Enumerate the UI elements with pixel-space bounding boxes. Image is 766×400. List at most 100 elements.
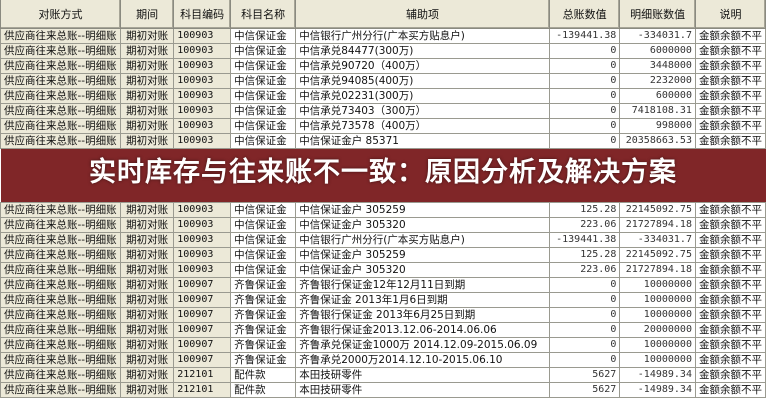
cell-auxiliary-item: 中信承兑94085(400万) [295,73,550,89]
cell-period: 期初对账 [119,337,175,353]
cell-detail-value: -14989.34 [619,367,696,383]
column-header-account-name[interactable]: 科目名称 [230,0,297,29]
cell-auxiliary-item: 齐鲁银行保证金 2013年6月25日到期 [295,307,550,323]
table-row[interactable]: 供应商往来总账--明细账 期初对账 100903 中信保证金 中信保证金户 85371 0… [0,133,766,149]
table-row[interactable]: 供应商往来总账--明细账 期初对账 100903 中信保证金 中信银行广州分行(广本买方… [0,28,766,44]
cell-detail-value: 20358663.53 [619,133,696,149]
column-header-ledger-value[interactable]: 总账数值 [548,0,621,29]
column-header-period[interactable]: 期间 [119,0,175,29]
cell-ledger-value: -139441.38 [548,232,621,248]
cell-auxiliary-item: 齐鲁保证金 2013年1月6日到期 [295,292,550,308]
cell-account-code: 100903 [173,232,232,248]
table-row[interactable]: 供应商往来总账--明细账 期初对账 100903 中信保证金 中信银行广州分行(广本买方… [0,232,766,248]
cell-account-name: 齐鲁保证金 [230,277,297,293]
table-row[interactable]: 供应商往来总账--明细账 期初对账 100907 齐鲁保证金 齐鲁承兑保证金1000万 … [0,337,766,353]
cell-account-code: 100903 [173,217,232,233]
table-row[interactable]: 供应商往来总账--明细账 期初对账 100903 中信保证金 中信保证金户 305259… [0,202,766,218]
cell-account-name: 中信保证金 [230,28,297,44]
cell-account-name: 齐鲁保证金 [230,352,297,368]
cell-reconcile-method: 供应商往来总账--明细账 [0,73,121,89]
table-row[interactable]: 供应商往来总账--明细账 期初对账 212101 配件款 本田技研零件 5627 -1498… [0,367,766,383]
column-header-reconcile-method[interactable]: 对账方式 [0,0,121,29]
cell-detail-value: -14989.34 [619,382,696,398]
cell-account-name: 中信保证金 [230,217,297,233]
table-row[interactable]: 供应商往来总账--明细账 期初对账 100907 齐鲁保证金 齐鲁承兑2000万2014… [0,352,766,368]
cell-period: 期初对账 [119,232,175,248]
cell-account-code: 100903 [173,262,232,278]
cell-remark: 金额余额不平 [694,73,766,89]
table-row[interactable]: 供应商往来总账--明细账 期初对账 100903 中信保证金 中信承兑90720（400… [0,58,766,74]
cell-auxiliary-item: 中信保证金户 305320 [295,262,550,278]
cell-account-name: 中信保证金 [230,202,297,218]
table-row[interactable]: 供应商往来总账--明细账 期初对账 100903 中信保证金 中信承兑84477(300… [0,43,766,59]
cell-period: 期初对账 [119,262,175,278]
cell-reconcile-method: 供应商往来总账--明细账 [0,262,121,278]
cell-remark: 金额余额不平 [694,277,766,293]
cell-account-name: 中信保证金 [230,133,297,149]
cell-detail-value: -334031.7 [619,28,696,44]
table-row[interactable]: 供应商往来总账--明细账 期初对账 100903 中信保证金 中信保证金户 305320… [0,262,766,278]
cell-auxiliary-item: 本田技研零件 [295,367,550,383]
cell-period: 期初对账 [119,43,175,59]
banner-title: 实时库存与往来账不一致：原因分析及解决方案 [89,157,677,188]
cell-account-name: 配件款 [230,382,297,398]
column-header-detail-value[interactable]: 明细账数值 [619,0,696,29]
cell-auxiliary-item: 中信承兑73403（300万） [295,103,550,119]
table-row[interactable]: 供应商往来总账--明细账 期初对账 100903 中信保证金 中信保证金户 305259… [0,247,766,263]
cell-detail-value: 6000000 [619,43,696,59]
cell-period: 期初对账 [119,28,175,44]
cell-account-code: 100907 [173,292,232,308]
column-header-remark[interactable]: 说明 [694,0,766,29]
cell-reconcile-method: 供应商往来总账--明细账 [0,247,121,263]
cell-account-name: 中信保证金 [230,73,297,89]
cell-account-code: 100907 [173,352,232,368]
cell-period: 期初对账 [119,307,175,323]
table-row[interactable]: 供应商往来总账--明细账 期初对账 100907 齐鲁保证金 齐鲁银行保证金2013.1… [0,322,766,338]
cell-ledger-value: 0 [548,73,621,89]
cell-account-name: 中信保证金 [230,88,297,104]
column-header-auxiliary-item[interactable]: 辅助项 [295,0,550,29]
cell-auxiliary-item: 齐鲁银行保证金2013.12.06-2014.06.06 [295,322,550,338]
column-header-account-code[interactable]: 科目编码 [173,0,232,29]
table-row[interactable]: 供应商往来总账--明细账 期初对账 212101 配件款 本田技研零件 5627 -1498… [0,382,766,398]
cell-account-code: 100903 [173,88,232,104]
cell-account-code: 212101 [173,382,232,398]
table-row[interactable]: 供应商往来总账--明细账 期初对账 100903 中信保证金 中信承兑73578（400… [0,118,766,134]
cell-auxiliary-item: 中信银行广州分行(广本买方贴息户) [295,28,550,44]
cell-period: 期初对账 [119,202,175,218]
cell-ledger-value: 5627 [548,382,621,398]
cell-remark: 金额余额不平 [694,247,766,263]
table-row[interactable]: 供应商往来总账--明细账 期初对账 100903 中信保证金 中信承兑73403（300… [0,103,766,119]
cell-reconcile-method: 供应商往来总账--明细账 [0,28,121,44]
table-row[interactable]: 供应商往来总账--明细账 期初对账 100903 中信保证金 中信承兑02231(300… [0,88,766,104]
cell-ledger-value: 0 [548,103,621,119]
cell-account-code: 100903 [173,118,232,134]
cell-detail-value: -334031.7 [619,232,696,248]
table-row[interactable]: 供应商往来总账--明细账 期初对账 100907 齐鲁保证金 齐鲁银行保证金12年12月… [0,277,766,293]
cell-detail-value: 600000 [619,88,696,104]
cell-account-name: 齐鲁保证金 [230,322,297,338]
cell-ledger-value: 223.06 [548,217,621,233]
table-row[interactable]: 供应商往来总账--明细账 期初对账 100903 中信保证金 中信承兑94085(400… [0,73,766,89]
cell-ledger-value: 125.28 [548,202,621,218]
cell-period: 期初对账 [119,352,175,368]
cell-auxiliary-item: 中信承兑73578（400万） [295,118,550,134]
table-row[interactable]: 供应商往来总账--明细账 期初对账 100907 齐鲁保证金 齐鲁保证金 2013年1月… [0,292,766,308]
cell-account-name: 中信保证金 [230,118,297,134]
cell-account-code: 100903 [173,28,232,44]
table-row[interactable]: 供应商往来总账--明细账 期初对账 100903 中信保证金 中信保证金户 305320… [0,217,766,233]
cell-account-name: 中信保证金 [230,103,297,119]
cell-reconcile-method: 供应商往来总账--明细账 [0,307,121,323]
cell-ledger-value: 0 [548,307,621,323]
table-row[interactable]: 供应商往来总账--明细账 期初对账 100907 齐鲁保证金 齐鲁银行保证金 2013年… [0,307,766,323]
cell-remark: 金额余额不平 [694,382,766,398]
cell-detail-value: 3448000 [619,58,696,74]
cell-account-code: 212101 [173,367,232,383]
cell-period: 期初对账 [119,73,175,89]
cell-remark: 金额余额不平 [694,58,766,74]
cell-auxiliary-item: 中信银行广州分行(广本买方贴息户) [295,232,550,248]
cell-auxiliary-item: 中信保证金户 305259 [295,247,550,263]
cell-reconcile-method: 供应商往来总账--明细账 [0,202,121,218]
cell-reconcile-method: 供应商往来总账--明细账 [0,367,121,383]
cell-remark: 金额余额不平 [694,307,766,323]
